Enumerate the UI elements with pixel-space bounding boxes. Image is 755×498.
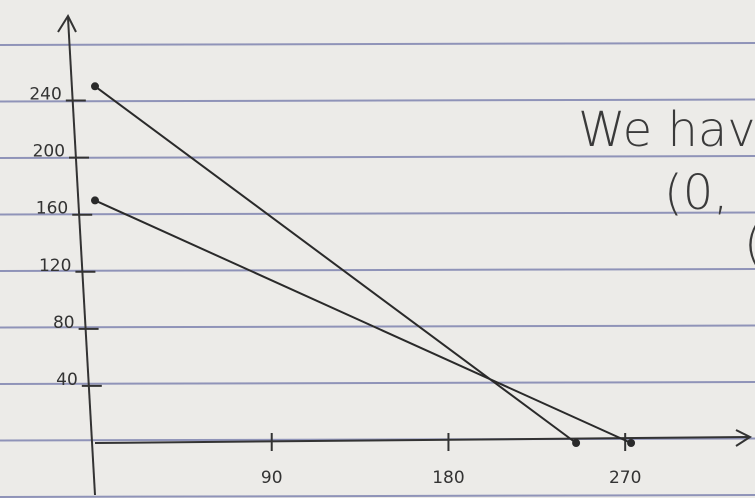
- y-tick-label: 80: [53, 313, 75, 333]
- x-tick-label: 270: [609, 468, 641, 488]
- y-tick-label: 40: [56, 370, 78, 390]
- point: [91, 196, 99, 204]
- y-tick-label: 200: [33, 142, 65, 162]
- y-tick-label: 120: [39, 256, 71, 276]
- annotation: (0,: [664, 165, 729, 221]
- paper: [0, 0, 755, 498]
- y-tick-label: 240: [29, 85, 61, 105]
- chart: We hav (0, ( 40 80 120 160 200 240 90 180 270: [0, 0, 755, 498]
- x-tick-label: 180: [432, 468, 464, 488]
- point: [572, 439, 580, 447]
- point: [627, 439, 635, 447]
- y-tick-label: 160: [36, 199, 68, 219]
- point: [91, 82, 99, 90]
- x-tick-label: 90: [261, 468, 283, 488]
- annotation: We hav: [578, 102, 755, 158]
- annotation: (: [744, 216, 755, 272]
